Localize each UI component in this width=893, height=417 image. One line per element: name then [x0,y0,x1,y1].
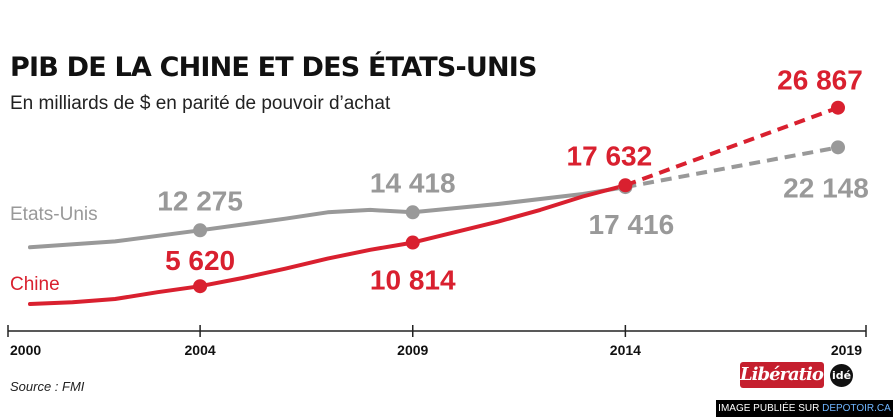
liberation-logo: Libération [740,362,836,388]
chine-value-label-2009: 10 814 [370,265,456,296]
chine-line [28,183,628,306]
etats-unis-projection-line [625,145,839,190]
credit-banner: IMAGE PUBLIÉE SUR DEPOTOIR.CA [716,400,893,417]
chine-value-label-2004: 5 620 [165,245,235,276]
etats-unis-point-2004 [193,223,208,238]
x-tick-label-2019: 2019 [831,342,862,358]
chine-projection-line [624,105,839,188]
x-tick-label-2000: 2000 [10,342,41,358]
etats-unis-point-2019 [831,140,845,155]
etats-unis-value-label-2019: 22 148 [783,172,869,203]
chart-subtitle: En milliards de $ en parité de pouvoir d… [10,93,391,114]
etats-unis-point-2009 [405,205,420,220]
chine-point-2004 [193,279,208,294]
x-tick-label-2014: 2014 [610,342,641,358]
etats-unis-value-label-2009: 14 418 [370,167,456,198]
etats-unis-series-label: Etats-Unis [10,204,98,225]
chine-point-2009 [405,235,420,250]
chine-point-2014 [618,178,633,193]
credit-prefix: IMAGE PUBLIÉE SUR [718,403,823,414]
x-tick-label-2004: 2004 [185,342,216,358]
etats-unis-line [28,185,628,250]
x-tick-label-2009: 2009 [397,342,428,358]
ide-badge: idé [830,364,853,387]
etats-unis-value-label-2004: 12 275 [157,185,243,216]
chine-series-label: Chine [10,274,60,295]
chine-point-2019 [831,100,845,115]
logo-text: Libération [740,362,836,388]
chine-value-label-2019: 26 867 [777,65,863,96]
etats-unis-value-label-2014: 17 416 [589,209,675,240]
chine-value-label-2014: 17 632 [567,140,653,171]
credit-link[interactable]: DEPOTOIR.CA [822,403,891,414]
chart-title: PIB DE LA CHINE ET DES ÉTATS-UNIS [10,52,537,83]
source-note: Source : FMI [10,379,85,394]
